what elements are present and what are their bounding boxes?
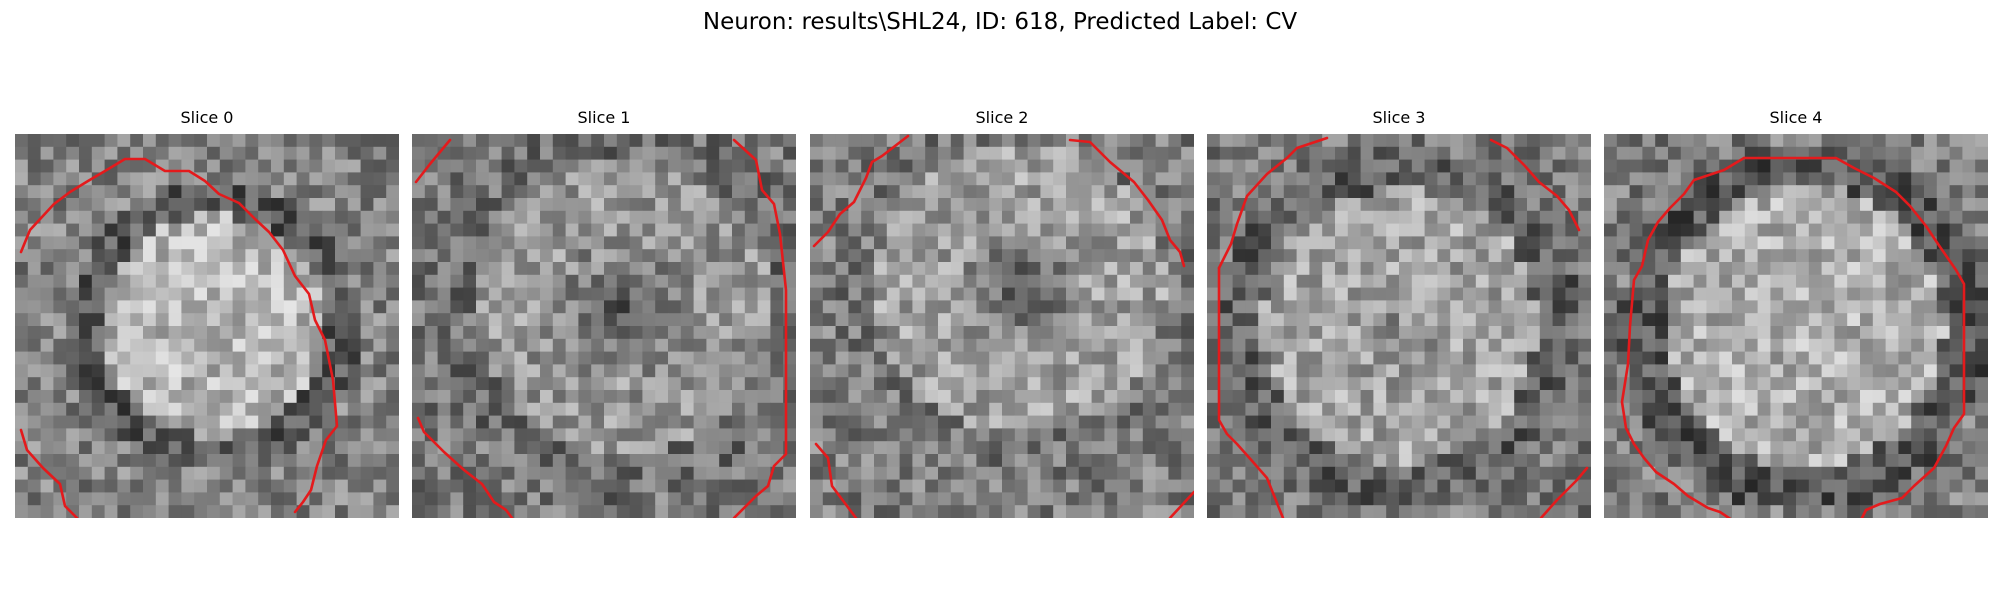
slice-pixels [1207,134,1591,518]
slice-title: Slice 0 [180,108,234,127]
slice-title: Slice 4 [1769,108,1823,127]
roi-outline [414,138,788,518]
slice-panel-2: Slice 2 [810,108,1194,518]
slice-image [412,134,796,518]
slice-panel-1: Slice 1 [412,108,796,518]
slice-panel-3: Slice 3 [1207,108,1591,518]
slice-title: Slice 2 [975,108,1029,127]
roi-outline [1620,156,1966,518]
roi-outline [19,157,339,518]
slice-image [1207,134,1591,518]
slice-pixels [810,134,1194,518]
slice-panel-0: Slice 0 [15,108,399,518]
roi-outline [1217,136,1589,518]
slice-panel-4: Slice 4 [1604,108,1988,518]
slice-image [15,134,399,518]
roi-outline [812,134,1194,518]
slice-title: Slice 3 [1372,108,1426,127]
slice-image [1604,134,1988,518]
slice-pixels [1604,134,1988,518]
slice-image [810,134,1194,518]
figure-title: Neuron: results\SHL24, ID: 618, Predicte… [702,9,1298,35]
slice-pixels [412,134,796,518]
slice-title: Slice 1 [577,108,631,127]
